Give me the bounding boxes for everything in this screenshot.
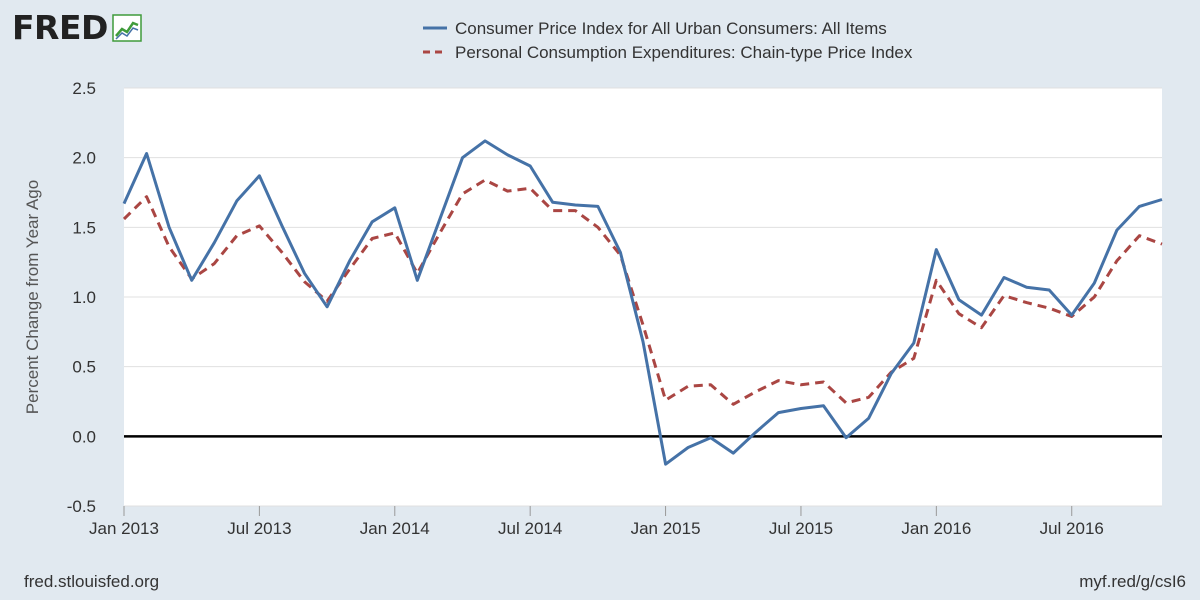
x-tick-label: Jan 2015 — [631, 519, 701, 538]
y-tick-label: 1.5 — [72, 218, 96, 237]
y-tick-label: 0.5 — [72, 358, 96, 377]
short-link[interactable]: myf.red/g/csI6 — [1079, 572, 1186, 591]
legend-cpi-label[interactable]: Consumer Price Index for All Urban Consu… — [455, 19, 887, 38]
x-tick-label: Jul 2014 — [498, 519, 562, 538]
legend: Consumer Price Index for All Urban Consu… — [423, 19, 913, 62]
y-tick-label: 1.0 — [72, 288, 96, 307]
x-tick-label: Jul 2013 — [227, 519, 291, 538]
x-tick-label: Jul 2015 — [769, 519, 833, 538]
legend-pce-label[interactable]: Personal Consumption Expenditures: Chain… — [455, 43, 913, 62]
fred-logo-text: FRED — [12, 8, 108, 47]
y-tick-label: -0.5 — [67, 497, 96, 516]
source-link[interactable]: fred.stlouisfed.org — [24, 572, 160, 591]
y-tick-label: 2.5 — [72, 79, 96, 98]
y-axis-label: Percent Change from Year Ago — [23, 180, 42, 414]
x-tick-label: Jan 2013 — [89, 519, 159, 538]
x-tick-label: Jan 2014 — [360, 519, 430, 538]
trend-chart-icon — [112, 14, 142, 42]
fred-logo[interactable]: FRED — [12, 8, 142, 48]
y-axis: -0.5 0.0 0.5 1.0 1.5 2.0 2.5 — [67, 79, 96, 516]
y-tick-label: 0.0 — [72, 427, 96, 446]
series-line-pce[interactable] — [122, 178, 1163, 406]
series-group — [122, 139, 1163, 466]
x-tick-label: Jan 2016 — [901, 519, 971, 538]
y-tick-label: 2.0 — [72, 149, 96, 168]
series-line-cpi[interactable] — [122, 139, 1163, 466]
x-axis: Jan 2013 Jul 2013 Jan 2014 Jul 2014 Jan 2015… — [89, 506, 1104, 538]
x-tick-label: Jul 2016 — [1040, 519, 1104, 538]
